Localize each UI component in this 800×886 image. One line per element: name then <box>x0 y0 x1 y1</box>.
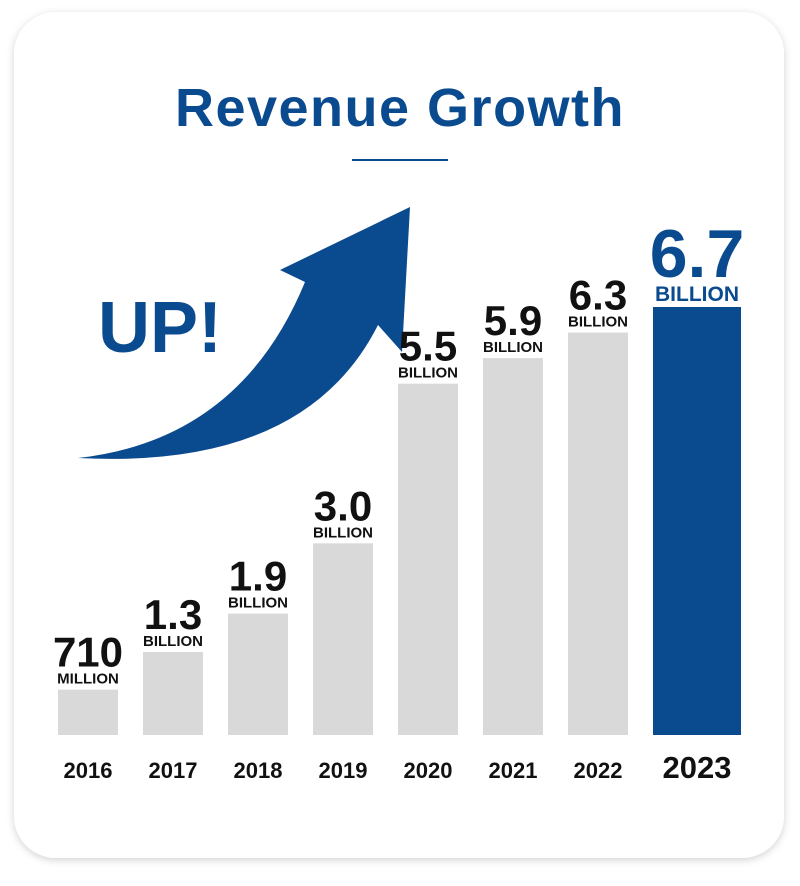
up-arrow <box>78 207 410 459</box>
x-tick-label: 2021 <box>489 758 538 783</box>
x-tick-label: 2020 <box>404 758 453 783</box>
value-label: 3.0 <box>314 482 372 529</box>
value-label: 710 <box>53 629 123 676</box>
x-tick-label: 2022 <box>574 758 623 783</box>
unit-label: BILLION <box>143 633 203 650</box>
unit-label: BILLION <box>313 524 373 541</box>
value-label: 1.3 <box>144 591 202 638</box>
bar <box>653 307 741 735</box>
bar <box>228 613 288 735</box>
value-label: 5.5 <box>399 323 457 370</box>
bar <box>398 383 458 735</box>
bar <box>313 543 373 735</box>
bar <box>58 689 118 735</box>
unit-label: BILLION <box>655 283 739 306</box>
x-tick-label: 2023 <box>663 750 732 785</box>
unit-label: BILLION <box>398 365 458 382</box>
x-tick-label: 2016 <box>64 758 113 783</box>
unit-label: BILLION <box>483 339 543 356</box>
value-label: 6.3 <box>569 272 627 319</box>
annotation: UP! <box>98 288 222 368</box>
x-tick-label: 2018 <box>234 758 283 783</box>
value-label: 1.9 <box>229 553 287 600</box>
bar <box>483 358 543 735</box>
x-tick-label: 2017 <box>149 758 198 783</box>
unit-label: BILLION <box>228 595 288 612</box>
value-label: 5.9 <box>484 297 542 344</box>
bar <box>143 651 203 735</box>
unit-label: MILLION <box>57 671 119 688</box>
x-tick-label: 2019 <box>319 758 368 783</box>
chart-title: Revenue Growth <box>175 78 625 138</box>
value-label: 6.7 <box>650 216 745 292</box>
bar <box>568 332 628 735</box>
unit-label: BILLION <box>568 314 628 331</box>
